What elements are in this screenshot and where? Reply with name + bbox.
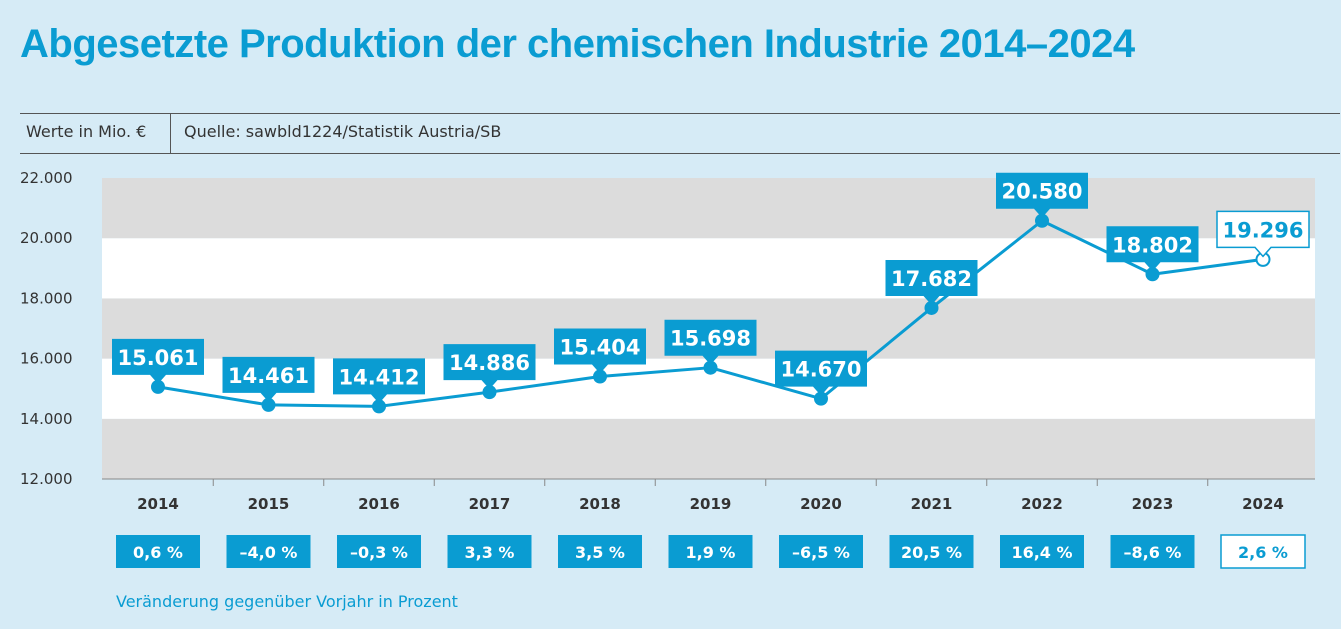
pct-change-label: 3,3 % bbox=[465, 543, 515, 562]
value-callout bbox=[1106, 226, 1199, 272]
x-tick-label: 2015 bbox=[248, 495, 290, 513]
value-callout bbox=[333, 358, 425, 404]
x-tick-label: 2024 bbox=[1242, 495, 1284, 513]
value-label: 14.461 bbox=[228, 364, 309, 388]
pct-change-box bbox=[889, 535, 974, 568]
pct-change-label: –8,6 % bbox=[1124, 543, 1182, 562]
value-callout bbox=[112, 338, 204, 384]
grid-band bbox=[102, 418, 1315, 479]
x-tick-label: 2014 bbox=[137, 495, 179, 513]
pct-change-box bbox=[337, 535, 421, 568]
data-point bbox=[1145, 267, 1160, 282]
pct-change-box bbox=[558, 535, 642, 568]
pct-change-label: 20,5 % bbox=[901, 543, 962, 562]
chart-title: Abgesetzte Produktion der chemischen Ind… bbox=[20, 22, 1135, 66]
value-label: 15.404 bbox=[559, 336, 640, 360]
y-tick-label: 20.000 bbox=[20, 229, 73, 247]
pct-change-label: 2,6 % bbox=[1238, 543, 1288, 562]
value-callout bbox=[996, 172, 1088, 218]
x-tick-label: 2019 bbox=[690, 495, 732, 513]
pct-change-box bbox=[668, 535, 753, 568]
y-tick-label: 18.000 bbox=[20, 289, 73, 307]
value-label: 19.296 bbox=[1222, 218, 1303, 242]
x-tick-label: 2023 bbox=[1132, 495, 1174, 513]
value-label: 15.061 bbox=[117, 346, 198, 370]
data-point bbox=[814, 391, 828, 406]
pct-change-box bbox=[447, 535, 532, 568]
units-label: Werte in Mio. € bbox=[26, 122, 147, 141]
value-callout bbox=[554, 328, 646, 374]
pct-change-box bbox=[116, 535, 200, 568]
y-tick-label: 22.000 bbox=[20, 169, 73, 187]
value-callout bbox=[443, 344, 536, 390]
pct-change-box bbox=[226, 535, 311, 568]
pct-change-box bbox=[1220, 534, 1306, 569]
y-tick-label: 12.000 bbox=[20, 470, 73, 488]
data-point bbox=[924, 300, 939, 315]
pct-change-label: –4,0 % bbox=[240, 543, 298, 562]
pct-change-label: –6,5 % bbox=[792, 543, 850, 562]
pct-change-box bbox=[779, 535, 863, 568]
y-tick-label: 14.000 bbox=[20, 410, 73, 428]
value-callout bbox=[885, 259, 978, 305]
pct-change-label: –0,3 % bbox=[350, 543, 408, 562]
data-point bbox=[261, 397, 276, 412]
source-label: Quelle: sawbld1224/Statistik Austria/SB bbox=[184, 122, 502, 141]
data-point bbox=[593, 369, 607, 384]
header-separator bbox=[170, 113, 171, 153]
x-tick-label: 2018 bbox=[579, 495, 621, 513]
value-callout bbox=[222, 356, 315, 402]
header-top-rule bbox=[20, 113, 1340, 114]
data-point bbox=[151, 379, 165, 394]
value-callout bbox=[1216, 210, 1310, 258]
data-point bbox=[372, 399, 386, 414]
x-tick-label: 2022 bbox=[1021, 495, 1063, 513]
x-tick-label: 2016 bbox=[358, 495, 400, 513]
pct-change-label: 3,5 % bbox=[575, 543, 625, 562]
value-label: 14.886 bbox=[449, 351, 530, 375]
x-tick-label: 2017 bbox=[469, 495, 511, 513]
pct-change-label: 16,4 % bbox=[1011, 543, 1072, 562]
x-tick-label: 2021 bbox=[911, 495, 953, 513]
value-callout bbox=[664, 319, 757, 365]
pct-change-box bbox=[1000, 535, 1084, 568]
value-label: 17.682 bbox=[891, 267, 972, 291]
x-tick-label: 2020 bbox=[800, 495, 842, 513]
value-label: 18.802 bbox=[1112, 233, 1193, 257]
pct-change-label: 0,6 % bbox=[133, 543, 183, 562]
data-point bbox=[1035, 213, 1049, 228]
value-callout bbox=[775, 350, 867, 396]
footnote: Veränderung gegenüber Vorjahr in Prozent bbox=[116, 592, 458, 611]
value-label: 14.412 bbox=[338, 365, 419, 389]
data-point bbox=[482, 385, 497, 400]
pct-change-box bbox=[1110, 535, 1195, 568]
value-label: 14.670 bbox=[780, 358, 861, 382]
value-label: 15.698 bbox=[670, 327, 751, 351]
header-bottom-rule bbox=[20, 153, 1340, 154]
data-point bbox=[703, 360, 718, 375]
y-tick-label: 16.000 bbox=[20, 350, 73, 368]
value-label: 20.580 bbox=[1001, 180, 1082, 204]
pct-change-label: 1,9 % bbox=[686, 543, 736, 562]
